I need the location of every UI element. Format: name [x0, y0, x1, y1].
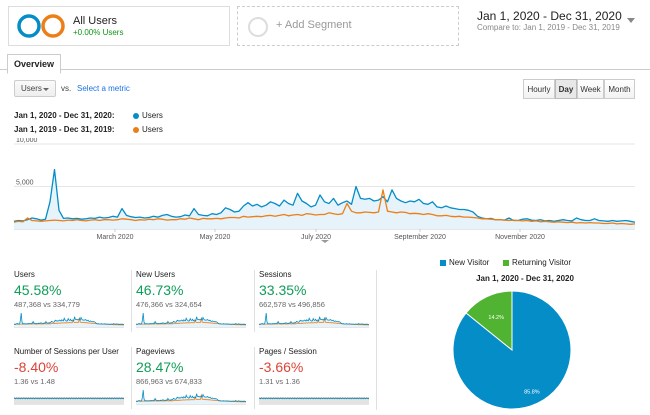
- granularity-week-button[interactable]: Week: [577, 79, 604, 99]
- scorecard-title: New Users: [136, 270, 176, 279]
- scorecard-value: 46.73%: [136, 282, 184, 298]
- segment-change: +0.00% Users: [73, 28, 124, 37]
- add-segment-label: + Add Segment: [276, 19, 352, 31]
- sparkline-current: [14, 397, 124, 400]
- scorecard[interactable]: Pages / Session -3.66% 1.31 vs 1.36: [259, 347, 371, 409]
- scorecard-comparison: 476,366 vs 324,654: [136, 300, 202, 309]
- x-tick-label: November 2020: [495, 234, 545, 241]
- x-tick-label: July 2020: [301, 234, 331, 241]
- scorecard-comparison: 487,368 vs 334,779: [14, 300, 80, 309]
- scorecard-sparkline: [259, 397, 369, 405]
- scorecard-value: -3.66%: [259, 359, 304, 375]
- x-tick-label: September 2020: [394, 234, 446, 241]
- segment-title: All Users: [73, 15, 118, 27]
- previous-series-line[interactable]: [13, 189, 636, 225]
- scorecard-title: Number of Sessions per User: [14, 347, 119, 356]
- x-tick-label: March 2020: [97, 234, 134, 241]
- scorecard-title: Users: [14, 270, 35, 279]
- legend-previous-series: Users: [142, 125, 163, 134]
- legend-previous-dot: [133, 127, 139, 133]
- current-series-area: [14, 169, 635, 229]
- scorecard-divider: [254, 347, 255, 409]
- current-series-line[interactable]: [13, 168, 636, 223]
- granularity-month-button[interactable]: Month: [604, 79, 635, 99]
- scorecard-value: 33.35%: [259, 282, 307, 298]
- sparkline-current: [14, 312, 124, 325]
- all-users-segment[interactable]: All Users +0.00% Users: [8, 6, 230, 46]
- legend-returning-visitor-swatch: [503, 260, 509, 266]
- pie-slice-label: 14.2%: [488, 315, 504, 321]
- sparkline-fill: [259, 397, 369, 404]
- sparkline-current: [259, 312, 369, 325]
- vs-label: vs.: [61, 84, 72, 93]
- add-segment-circle-icon: [248, 17, 268, 37]
- chart-scroll-handle-icon[interactable]: [321, 240, 329, 243]
- scorecard[interactable]: Pageviews 28.47% 866,963 vs 674,833: [136, 347, 248, 409]
- scorecard-value: 28.47%: [136, 359, 184, 375]
- date-range-compare: Compare to: Jan 1, 2019 - Dec 31, 2019: [477, 23, 620, 32]
- tab-overview[interactable]: Overview: [7, 54, 62, 74]
- scorecard-value: 45.58%: [14, 282, 62, 298]
- scorecard-sparkline: [14, 397, 124, 405]
- scorecard-value: -8.40%: [14, 359, 59, 375]
- scorecard-comparison: 1.36 vs 1.48: [14, 377, 55, 386]
- compare-range: Jan 1, 2019 - Dec 31, 2019: [523, 23, 620, 32]
- scorecard-comparison: 1.31 vs 1.36: [259, 377, 300, 386]
- select-metric-link[interactable]: Select a metric: [77, 84, 130, 93]
- metric-dropdown-value: Users: [21, 84, 42, 93]
- granularity-hourly-button[interactable]: Hourly: [523, 79, 555, 99]
- chevron-down-icon: [43, 88, 49, 91]
- scorecard-title: Sessions: [259, 270, 292, 279]
- scorecard-comparison: 866,963 vs 674,833: [136, 377, 202, 386]
- y-tick-label: 5,000: [16, 180, 34, 187]
- scorecard-comparison: 662,578 vs 496,856: [259, 300, 325, 309]
- chevron-down-icon[interactable]: [627, 18, 635, 23]
- compare-prefix: Compare to:: [477, 23, 522, 32]
- legend-current-series: Users: [142, 111, 163, 120]
- metric-dropdown[interactable]: Users: [14, 80, 56, 97]
- segment-circles-icon: [17, 14, 65, 38]
- scorecard[interactable]: Sessions 33.35% 662,578 vs 496,856: [259, 270, 371, 332]
- legend-returning-visitor: Returning Visitor: [512, 258, 571, 267]
- scorecard-sparkline: [259, 312, 369, 328]
- scorecard-divider: [376, 270, 377, 410]
- sparkline-current: [259, 397, 369, 400]
- date-range-picker[interactable]: Jan 1, 2020 - Dec 31, 2020: [477, 9, 622, 23]
- sparkline-current: [136, 389, 246, 402]
- scorecard[interactable]: New Users 46.73% 476,366 vs 324,654: [136, 270, 248, 332]
- scorecard[interactable]: Number of Sessions per User -8.40% 1.36 vs…: [14, 347, 126, 409]
- sparkline-current: [136, 312, 246, 325]
- pie-slice-label: 85.8%: [524, 390, 540, 396]
- pie-slice-returning-visitor[interactable]: [465, 290, 513, 352]
- legend-new-visitor-swatch: [440, 260, 446, 266]
- visitor-type-pie-chart[interactable]: 85.8% 14.2%: [450, 288, 574, 412]
- scorecard-divider: [131, 270, 132, 332]
- scorecard-divider: [254, 270, 255, 332]
- add-segment-button[interactable]: + Add Segment: [237, 6, 459, 46]
- scorecard-title: Pages / Session: [259, 347, 317, 356]
- legend-new-visitor: New Visitor: [449, 258, 490, 267]
- scorecard-title: Pageviews: [136, 347, 175, 356]
- legend-current-range: Jan 1, 2020 - Dec 31, 2020:: [14, 111, 115, 120]
- pie-chart-title: Jan 1, 2020 - Dec 31, 2020: [476, 274, 574, 283]
- x-tick-label: May 2020: [200, 234, 231, 241]
- scorecard[interactable]: Users 45.58% 487,368 vs 334,779: [14, 270, 126, 332]
- scorecard-sparkline: [136, 389, 246, 405]
- scorecard-sparkline: [136, 312, 246, 328]
- scorecard-sparkline: [14, 312, 124, 328]
- y-tick-label: 10,000: [16, 138, 38, 144]
- users-line-chart[interactable]: 10,000 5,000 March 2020 May 2020 July 2020 Se…: [0, 138, 650, 244]
- legend-previous-range: Jan 1, 2019 - Dec 31, 2019:: [14, 125, 115, 134]
- tab-divider: [0, 69, 650, 70]
- scorecard-divider: [131, 347, 132, 409]
- legend-current-dot: [133, 113, 139, 119]
- granularity-day-button[interactable]: Day: [555, 79, 577, 99]
- sparkline-fill: [14, 397, 124, 404]
